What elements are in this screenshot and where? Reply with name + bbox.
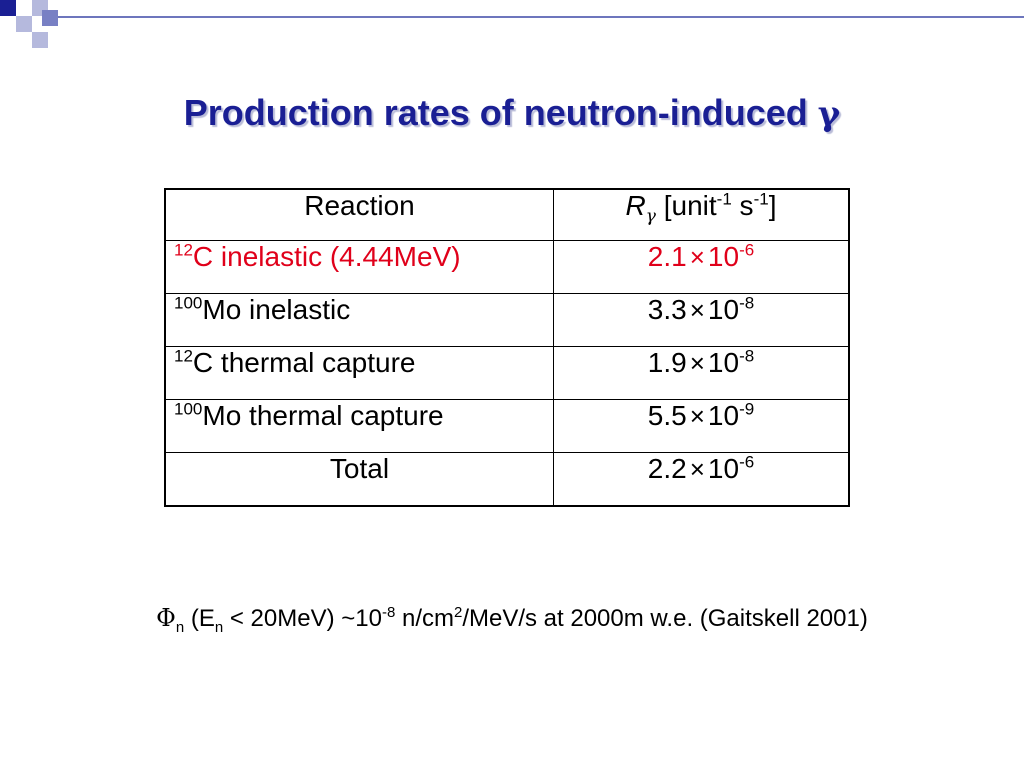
rate-cell: 1.9 × 10-8: [553, 346, 850, 400]
rate-unit-a: [unit: [663, 190, 717, 221]
rate-subscript: γ: [645, 206, 656, 227]
table-header-row: Reaction Rγ [unit-1 s-1]: [164, 188, 850, 241]
reaction-name: C inelastic (4.44MeV): [192, 241, 461, 272]
times-sign: ×: [689, 348, 705, 378]
times-sign: ×: [689, 242, 705, 272]
phi-subscript: n: [175, 618, 185, 636]
rate-unit-b: s: [731, 190, 754, 221]
rate-mantissa: 5.5: [647, 400, 687, 431]
rate-cell: 2.1 × 10-6: [553, 240, 850, 294]
footnote-text-3: n/cm: [395, 605, 454, 632]
footnote-exp-2: 2: [453, 604, 463, 621]
footnote-text-2: < 20MeV) ~10: [223, 605, 382, 632]
rate-mantissa: 1.9: [647, 347, 687, 378]
header-reaction: Reaction: [164, 188, 554, 241]
deco-square: [16, 16, 32, 32]
reaction-cell: 100Mo thermal capture: [164, 399, 554, 453]
rate-exponent: -6: [739, 452, 755, 472]
rate-unit-a-exp: -1: [716, 189, 732, 209]
table-row: 12C inelastic (4.44MeV) 2.1 × 10-6: [164, 240, 850, 294]
table-total-row: Total 2.2 × 10-6: [164, 452, 850, 507]
title-text: Production rates of neutron-induced: [183, 92, 808, 133]
reaction-cell: 100Mo inelastic: [164, 293, 554, 347]
table-row: 12C thermal capture 1.9 × 10-8: [164, 346, 850, 400]
table-row: 100Mo thermal capture 5.5 × 10-9: [164, 399, 850, 453]
flux-footnote: Φn (En < 20MeV) ~10-8 n/cm2/MeV/s at 200…: [0, 604, 1024, 636]
rate-symbol: R: [625, 190, 646, 221]
rate-base: 10: [707, 241, 740, 272]
rate-exponent: -8: [739, 293, 755, 313]
rate-exponent: -9: [739, 399, 755, 419]
deco-square: [0, 0, 16, 16]
rate-base: 10: [707, 400, 740, 431]
rate-mantissa: 2.2: [647, 453, 687, 484]
footnote-exp-1: -8: [381, 604, 396, 621]
deco-square: [42, 10, 58, 26]
rate-exponent: -6: [739, 240, 755, 260]
reaction-cell: 12C thermal capture: [164, 346, 554, 400]
times-sign: ×: [689, 401, 705, 431]
isotope-number: 100: [174, 399, 203, 419]
table-row: 100Mo inelastic 3.3 × 10-8: [164, 293, 850, 347]
rate-mantissa: 3.3: [647, 294, 687, 325]
total-label: Total: [164, 452, 554, 507]
rate-base: 10: [707, 347, 740, 378]
rates-table: Reaction Rγ [unit-1 s-1] 12C inelastic (…: [164, 188, 850, 507]
rate-unit-b-exp: -1: [753, 189, 769, 209]
footnote-text-1: (E: [184, 605, 215, 632]
times-sign: ×: [689, 295, 705, 325]
times-sign: ×: [689, 454, 705, 484]
slide-title: Production rates of neutron-induced γ: [0, 92, 1024, 134]
reaction-cell: 12C inelastic (4.44MeV): [164, 240, 554, 294]
rate-unit-c: ]: [768, 190, 777, 221]
rate-cell: 3.3 × 10-8: [553, 293, 850, 347]
isotope-number: 12: [174, 240, 193, 260]
rate-base: 10: [707, 453, 740, 484]
rate-exponent: -8: [739, 346, 755, 366]
header-rate: Rγ [unit-1 s-1]: [553, 188, 850, 241]
total-rate-cell: 2.2 × 10-6: [553, 452, 850, 507]
energy-subscript: n: [214, 618, 224, 636]
rate-cell: 5.5 × 10-9: [553, 399, 850, 453]
rate-base: 10: [707, 294, 740, 325]
rate-mantissa: 2.1: [647, 241, 687, 272]
reaction-name: Mo thermal capture: [202, 400, 444, 431]
isotope-number: 12: [174, 346, 193, 366]
deco-bar: [58, 16, 1024, 18]
title-gamma-symbol: γ: [817, 94, 841, 134]
reaction-name: C thermal capture: [192, 347, 416, 378]
footnote-text-4: /MeV/s at 2000m w.e. (Gaitskell 2001): [462, 605, 868, 632]
deco-square: [32, 32, 48, 48]
reaction-name: Mo inelastic: [202, 294, 351, 325]
isotope-number: 100: [174, 293, 203, 313]
phi-symbol: Φ: [156, 604, 176, 632]
